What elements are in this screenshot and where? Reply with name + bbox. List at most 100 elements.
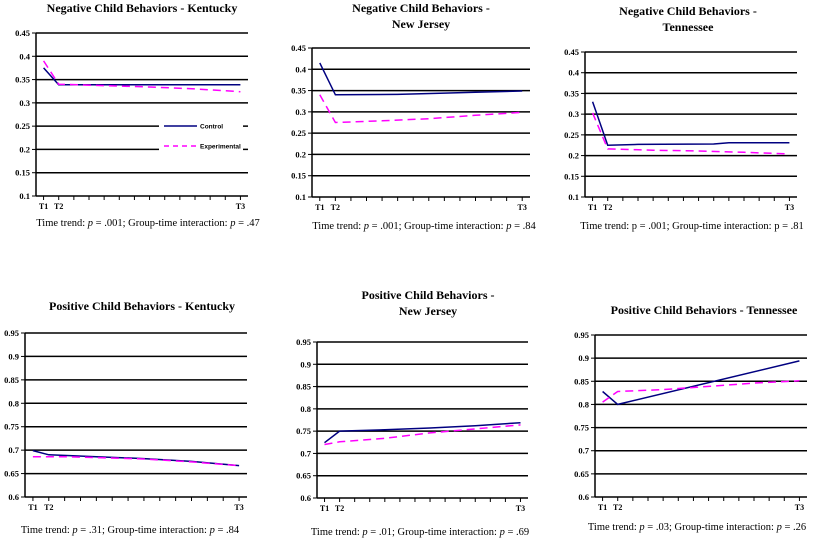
x-tick-label: T2 (44, 503, 53, 512)
y-tick-label: 0.15 (15, 168, 30, 178)
caption-text: = .84 (511, 221, 536, 232)
y-tick-label: 0.3 (568, 109, 579, 119)
y-tick-label: 0.9 (8, 351, 19, 361)
x-tick-label: T2 (603, 203, 612, 212)
y-tick-label: 0.25 (564, 130, 579, 140)
chart-title-line: Positive Child Behaviors - Tennessee (610, 303, 798, 317)
caption-text: Time trend: (587, 522, 640, 533)
p-symbol: p (209, 525, 215, 536)
y-tick-label: 0.6 (8, 492, 19, 502)
y-tick-label: 0.85 (4, 375, 19, 385)
x-tick-label: T3 (234, 503, 243, 512)
chart-title-line: Negative Child Behaviors - Kentucky (46, 1, 238, 15)
caption-text: Time trend: (20, 525, 73, 536)
legend-box (159, 116, 243, 158)
caption-text: = .001; Group-time interaction: (637, 221, 775, 232)
chart-plot-pos-ky: 0.95 0.9 0.85 0.8 0.75 0.7 0.65 0.6 T1 T2 T3 (4, 328, 247, 512)
p-symbol: p (72, 525, 78, 536)
y-tick-label: 0.95 (296, 337, 311, 347)
control-series-line (43, 67, 241, 86)
y-tick-label: 0.9 (578, 353, 589, 363)
caption-text: = .84 (214, 525, 240, 536)
y-tick-label: 0.2 (295, 149, 306, 159)
x-tick-label: T3 (785, 203, 794, 212)
x-tick-label: T1 (598, 503, 607, 512)
x-tick-label: T2 (335, 504, 344, 513)
y-tick-label: 0.45 (15, 28, 30, 38)
caption-text: = .69 (504, 527, 530, 538)
y-tick-label: 0.1 (19, 191, 30, 201)
x-tick-label: T1 (320, 504, 329, 513)
p-value-caption-pos-nj: Time trend: p = .01; Group-time interact… (255, 527, 585, 539)
chart-plot-neg-tn: 0.45 0.4 0.35 0.3 0.25 0.2 0.15 0.1 T1 T2 T3 (564, 47, 797, 212)
x-tick-label: T1 (39, 202, 48, 211)
y-tick-label: 0.2 (19, 144, 30, 154)
y-tick-label: 0.75 (574, 423, 589, 433)
caption-text: = .001; Group-time interaction: (93, 218, 231, 229)
y-tick-label: 0.8 (8, 398, 19, 408)
y-tick-label: 0.3 (19, 98, 30, 108)
y-tick-label: 0.75 (296, 426, 311, 436)
caption-text: = .26 (781, 522, 807, 533)
chart-title-pos-nj: Positive Child Behaviors - New Jersey (268, 287, 588, 319)
legend-label: Experimental (200, 144, 241, 151)
x-tick-label: T2 (331, 203, 340, 212)
p-value-caption-pos-tn: Time trend: p = .03; Group-time interact… (532, 522, 824, 534)
y-tick-label: 0.4 (568, 68, 579, 78)
caption-text: = .81 (779, 221, 804, 232)
p-value-caption-pos-ky: Time trend: p = .31; Group-time interact… (0, 525, 295, 537)
chart-title-neg-nj: Negative Child Behaviors - New Jersey (261, 0, 581, 32)
y-tick-label: 0.3 (295, 107, 306, 117)
caption-text: = .31; Group-time interaction: (77, 525, 210, 536)
caption-text: = .001; Group-time interaction: (369, 221, 507, 232)
x-tick-label: T2 (54, 202, 63, 211)
y-tick-label: 0.6 (578, 492, 589, 502)
y-tick-label: 0.95 (574, 330, 589, 340)
caption-text: = .47 (235, 218, 260, 229)
y-tick-label: 0.15 (564, 171, 579, 181)
y-tick-label: 0.6 (300, 493, 311, 503)
chart-title-line: Negative Child Behaviors - (619, 4, 757, 18)
experimental-series-line (42, 60, 241, 93)
y-tick-label: 0.45 (564, 47, 579, 57)
chart-title-pos-tn: Positive Child Behaviors - Tennessee (544, 302, 824, 318)
chart-plot-pos-tn: 0.95 0.9 0.85 0.8 0.75 0.7 0.65 0.6 T1 T2 T3 (574, 330, 807, 512)
experimental-series-line (602, 380, 800, 403)
p-value-caption-neg-nj: Time trend: p = .001; Group-time interac… (259, 221, 589, 233)
y-tick-label: 0.1 (568, 192, 579, 202)
chart-plot-neg-nj: 0.45 0.4 0.35 0.3 0.25 0.2 0.15 0.1 T1 T2 T3 (291, 43, 530, 212)
y-tick-label: 0.45 (291, 43, 306, 53)
x-tick-label: T2 (613, 503, 622, 512)
p-symbol: p (230, 218, 236, 229)
y-tick-label: 0.7 (300, 448, 311, 458)
caption-text: Time trend: (580, 221, 632, 232)
p-symbol: p (776, 522, 782, 533)
chart-title-neg-tn: Negative Child Behaviors - Tennessee (528, 3, 824, 35)
p-symbol: p (499, 527, 505, 538)
x-tick-label: T3 (795, 503, 804, 512)
caption-text: Time trend: (36, 218, 88, 229)
x-tick-label: T3 (236, 202, 245, 211)
x-tick-label: T1 (315, 203, 324, 212)
y-tick-label: 0.7 (578, 446, 589, 456)
p-value-caption-neg-ky: Time trend: p = .001; Group-time interac… (0, 218, 313, 230)
y-tick-label: 0.35 (15, 75, 30, 85)
chart-title-line: Positive Child Behaviors - (361, 288, 495, 302)
caption-text: = .01; Group-time interaction: (367, 527, 500, 538)
experimental-series-line (591, 112, 790, 155)
chart-plot-pos-nj: 0.95 0.9 0.85 0.8 0.75 0.7 0.65 0.6 T1 T2 T3 (296, 337, 528, 513)
legend-label: Control (200, 124, 223, 131)
y-tick-label: 0.65 (4, 469, 19, 479)
x-tick-label: T1 (588, 203, 597, 212)
y-tick-label: 0.15 (291, 171, 306, 181)
p-symbol: p (363, 221, 370, 232)
y-tick-label: 0.4 (19, 51, 30, 61)
x-tick-label: T3 (518, 203, 527, 212)
p-symbol: p (774, 221, 780, 232)
experimental-series-line (319, 94, 523, 124)
p-symbol: p (639, 522, 645, 533)
experimental-series-line (32, 455, 240, 467)
y-tick-label: 0.95 (4, 328, 19, 338)
